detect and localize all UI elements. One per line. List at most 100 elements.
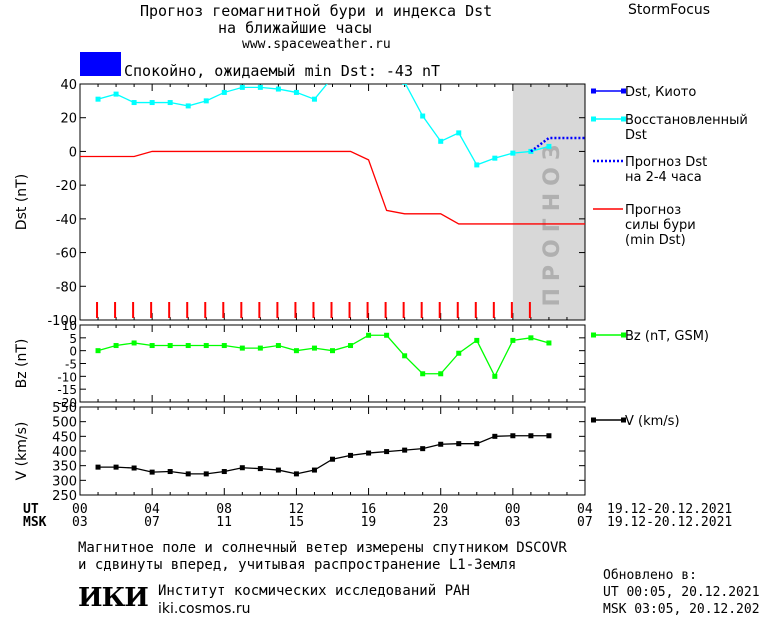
institute-url[interactable]: iki.cosmos.ru (158, 601, 251, 617)
data-point (113, 343, 119, 349)
series-line (80, 150, 585, 225)
data-point (311, 345, 317, 351)
panel-frame (79, 83, 586, 321)
y-tick-label: 400 (52, 445, 77, 460)
data-point (185, 103, 191, 109)
data-point (420, 371, 426, 377)
ut-tick-label: 04 (577, 502, 593, 517)
data-point (528, 433, 534, 439)
msk-tick-label: 19 (360, 515, 377, 530)
y-tick-label: 40 (60, 78, 77, 93)
data-point (348, 70, 353, 75)
data-point (456, 350, 462, 356)
series-group (95, 433, 552, 477)
ut-tick-label: 08 (216, 502, 232, 517)
ut-tick-label: 12 (288, 502, 305, 517)
data-point (275, 86, 281, 92)
data-point (456, 130, 462, 136)
data-point (113, 91, 119, 97)
data-point (546, 340, 552, 346)
legend-dst-kyoto-marker (621, 88, 626, 94)
data-point (438, 371, 444, 377)
data-point (293, 348, 299, 354)
msk-tick-label: 03 (504, 515, 521, 530)
forecast-band-label: ПРОГНОЗ (540, 137, 565, 306)
status-color-box (80, 52, 121, 76)
y-tick-label: 250 (52, 489, 77, 504)
y-axis-label: V (km/s) (14, 422, 30, 481)
data-point (384, 71, 389, 76)
legend-storm-forecast-label: Прогноз (625, 203, 681, 218)
data-point (203, 98, 209, 104)
page-title: Прогноз геомагнитной бури и индекса Dst (140, 2, 493, 20)
data-point (438, 138, 444, 144)
legend-bz-marker (591, 332, 596, 338)
footnote-line1: Магнитное поле и солнечный ветер измерен… (78, 540, 567, 556)
data-point (366, 68, 371, 73)
data-point (167, 100, 173, 106)
data-point (456, 441, 462, 447)
footnote-line2: и сдвинуты вперед, учитывая распростране… (78, 557, 517, 573)
data-point (131, 465, 137, 471)
legend-speed-label: V (km/s) (625, 414, 680, 429)
panel-frame (79, 406, 586, 496)
data-point (492, 373, 498, 379)
y-tick-label: 10 (62, 319, 77, 333)
msk-tick-label: 11 (216, 515, 232, 530)
data-point (474, 162, 480, 168)
data-point (330, 348, 335, 354)
data-point (384, 449, 390, 455)
series-line (530, 136, 585, 153)
ut-date-range: 19.12-20.12.2021 (607, 502, 733, 517)
forecast-band (512, 84, 585, 320)
data-point (257, 466, 263, 472)
series-line (97, 84, 550, 166)
data-point (257, 84, 263, 90)
data-point (167, 343, 173, 349)
data-point (149, 469, 155, 475)
ut-tick-label: 00 (504, 502, 521, 517)
data-point (131, 100, 137, 106)
legend-speed-marker (591, 417, 596, 423)
data-point (438, 441, 444, 447)
iki-logo: ИКИ (78, 583, 149, 613)
data-point (311, 96, 317, 102)
legend-reconstructed-marker (591, 116, 596, 122)
data-point (474, 441, 480, 447)
legend-dst-forecast-label: Прогноз Dst (625, 155, 707, 170)
data-point (203, 471, 209, 477)
y-tick-label: 5 (69, 332, 77, 346)
data-point (528, 335, 534, 341)
y-tick-label: -80 (56, 280, 77, 295)
updated-msk: MSK 03:05, 20.12.2021 (603, 602, 760, 617)
ut-tick-label: 16 (360, 502, 377, 517)
y-tick-label: -5 (65, 358, 77, 372)
y-tick-label: 300 (52, 474, 77, 489)
updated-ut: UT 00:05, 20.12.2021 (603, 585, 760, 600)
data-point (149, 343, 155, 349)
data-point (402, 447, 408, 453)
data-point (221, 343, 227, 349)
data-point (293, 471, 299, 477)
legend-dst-kyoto-label: Dst, Киото (625, 85, 696, 100)
brand-name: StormFocus (628, 2, 711, 18)
data-point (311, 467, 317, 473)
institute-name: Институт космических исследований РАН (158, 583, 470, 599)
data-point (239, 465, 245, 471)
data-point (95, 348, 101, 354)
ut-tick-label: 20 (432, 502, 449, 517)
y-tick-label: 0 (69, 145, 77, 160)
y-tick-label: 500 (52, 416, 77, 431)
data-point (366, 450, 372, 456)
y-tick-label: -40 (56, 213, 77, 228)
legend-storm-forecast-label: силы бури (625, 218, 696, 233)
legend-bz-label: Bz (nT, GSM) (625, 329, 709, 344)
data-point (366, 332, 372, 338)
website-link[interactable]: www.spaceweather.ru (242, 37, 391, 52)
data-point (131, 340, 137, 346)
data-point (239, 345, 245, 351)
series-group (95, 332, 552, 379)
data-point (420, 446, 426, 452)
series-line (98, 435, 549, 475)
